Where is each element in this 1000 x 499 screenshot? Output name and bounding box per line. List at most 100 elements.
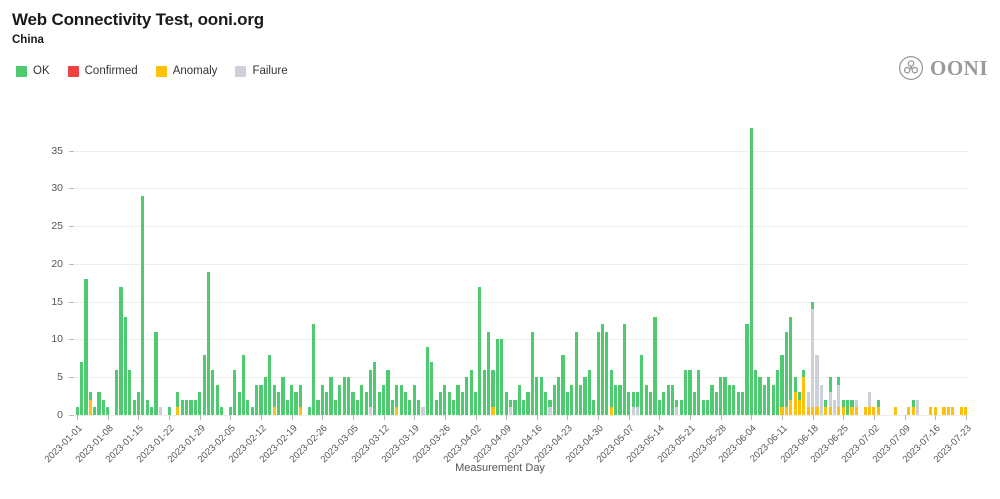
bar-stack[interactable] <box>552 384 556 415</box>
bar-stack[interactable] <box>84 279 88 415</box>
bar-stack[interactable] <box>263 377 267 415</box>
bar-stack[interactable] <box>373 362 377 415</box>
bar-stack[interactable] <box>824 399 828 415</box>
bar-stack[interactable] <box>775 369 780 415</box>
bar-stack[interactable] <box>189 399 193 415</box>
bar-stack[interactable] <box>942 407 946 415</box>
bar-stack[interactable] <box>75 407 79 415</box>
bar-stack[interactable] <box>666 384 670 415</box>
bar-stack[interactable] <box>123 316 127 415</box>
bar-stack[interactable] <box>408 399 412 415</box>
bar-stack[interactable] <box>522 399 526 415</box>
bar-stack[interactable] <box>298 384 303 415</box>
bar-stack[interactable] <box>460 392 464 415</box>
bar-stack[interactable] <box>710 384 714 415</box>
bar-stack[interactable] <box>911 399 915 415</box>
legend-item-failure[interactable]: Failure <box>235 65 288 77</box>
bar-stack[interactable] <box>145 399 149 415</box>
bar-stack[interactable] <box>167 407 171 415</box>
bar-stack[interactable] <box>846 399 850 415</box>
bar-stack[interactable] <box>141 195 145 415</box>
bar-stack[interactable] <box>290 384 294 415</box>
bar-stack[interactable] <box>657 399 661 415</box>
bar-stack[interactable] <box>88 392 92 415</box>
bar-stack[interactable] <box>390 399 394 415</box>
bar-stack[interactable] <box>539 377 543 415</box>
bar-stack[interactable] <box>872 407 876 415</box>
bar-stack[interactable] <box>421 407 425 415</box>
bar-stack[interactable] <box>640 354 644 415</box>
bar-stack[interactable] <box>614 384 618 415</box>
bar-stack[interactable] <box>93 407 97 415</box>
bar-stack[interactable] <box>281 377 285 415</box>
bar-stack[interactable] <box>198 392 202 415</box>
bar-stack[interactable] <box>154 331 158 415</box>
bar-stack[interactable] <box>443 384 447 415</box>
bar-stack[interactable] <box>670 384 675 415</box>
bar-stack[interactable] <box>574 331 578 415</box>
bar-stack[interactable] <box>513 399 517 415</box>
bar-stack[interactable] <box>793 377 797 415</box>
bar-stack[interactable] <box>583 377 587 415</box>
bar-stack[interactable] <box>206 271 211 415</box>
bar-stack[interactable] <box>119 286 123 415</box>
bar-stack[interactable] <box>854 399 858 415</box>
bar-stack[interactable] <box>819 384 823 415</box>
bar-stack[interactable] <box>259 384 263 415</box>
bar-stack[interactable] <box>644 384 648 415</box>
bar-stack[interactable] <box>649 392 653 415</box>
bar-stack[interactable] <box>557 377 561 415</box>
bar-stack[interactable] <box>237 392 241 415</box>
bar-stack[interactable] <box>811 301 815 415</box>
bar-stack[interactable] <box>933 407 937 415</box>
bar-stack[interactable] <box>622 324 626 415</box>
bar-stack[interactable] <box>351 392 355 415</box>
bar-stack[interactable] <box>180 399 184 415</box>
bar-stack[interactable] <box>469 369 473 415</box>
legend-item-ok[interactable]: OK <box>16 65 50 77</box>
bar-stack[interactable] <box>592 399 596 415</box>
bar-stack[interactable] <box>132 399 136 415</box>
bar-stack[interactable] <box>530 331 535 415</box>
bar-stack[interactable] <box>767 377 771 415</box>
bar-stack[interactable] <box>609 369 613 415</box>
bar-stack[interactable] <box>635 392 640 415</box>
bar-stack[interactable] <box>228 407 232 415</box>
bar-stack[interactable] <box>802 369 806 415</box>
bar-stack[interactable] <box>434 399 438 415</box>
bar-stack[interactable] <box>272 384 276 415</box>
bar-stack[interactable] <box>745 324 749 415</box>
bar-stack[interactable] <box>368 369 373 415</box>
bar-stack[interactable] <box>233 369 237 415</box>
bar-stack[interactable] <box>329 377 333 415</box>
bar-stack[interactable] <box>360 384 364 415</box>
bar-stack[interactable] <box>241 354 246 415</box>
bar-stack[interactable] <box>548 399 552 415</box>
bar-stack[interactable] <box>136 392 141 415</box>
bar-stack[interactable] <box>570 384 574 415</box>
bar-stack[interactable] <box>828 377 832 415</box>
bar-stack[interactable] <box>732 384 736 415</box>
bar-stack[interactable] <box>679 399 683 415</box>
legend-item-anomaly[interactable]: Anomaly <box>155 65 217 77</box>
bar-stack[interactable] <box>565 392 570 415</box>
bar-stack[interactable] <box>114 369 119 415</box>
bar-stack[interactable] <box>268 354 272 415</box>
bar-stack[interactable] <box>508 399 513 415</box>
bar-stack[interactable] <box>500 339 504 415</box>
bar-stack[interactable] <box>797 392 802 415</box>
bar-stack[interactable] <box>79 362 84 415</box>
bar-stack[interactable] <box>377 392 381 415</box>
bar-stack[interactable] <box>758 377 762 415</box>
bar-stack[interactable] <box>465 377 469 415</box>
bar-stack[interactable] <box>789 316 793 415</box>
bar-stack[interactable] <box>740 392 745 415</box>
bar-stack[interactable] <box>491 369 495 415</box>
bar-stack[interactable] <box>246 399 250 415</box>
bar-stack[interactable] <box>959 407 964 415</box>
bar-stack[interactable] <box>285 399 289 415</box>
bar-stack[interactable] <box>425 347 429 415</box>
bar-stack[interactable] <box>106 407 110 415</box>
bar-stack[interactable] <box>876 399 880 415</box>
bar-stack[interactable] <box>727 384 731 415</box>
